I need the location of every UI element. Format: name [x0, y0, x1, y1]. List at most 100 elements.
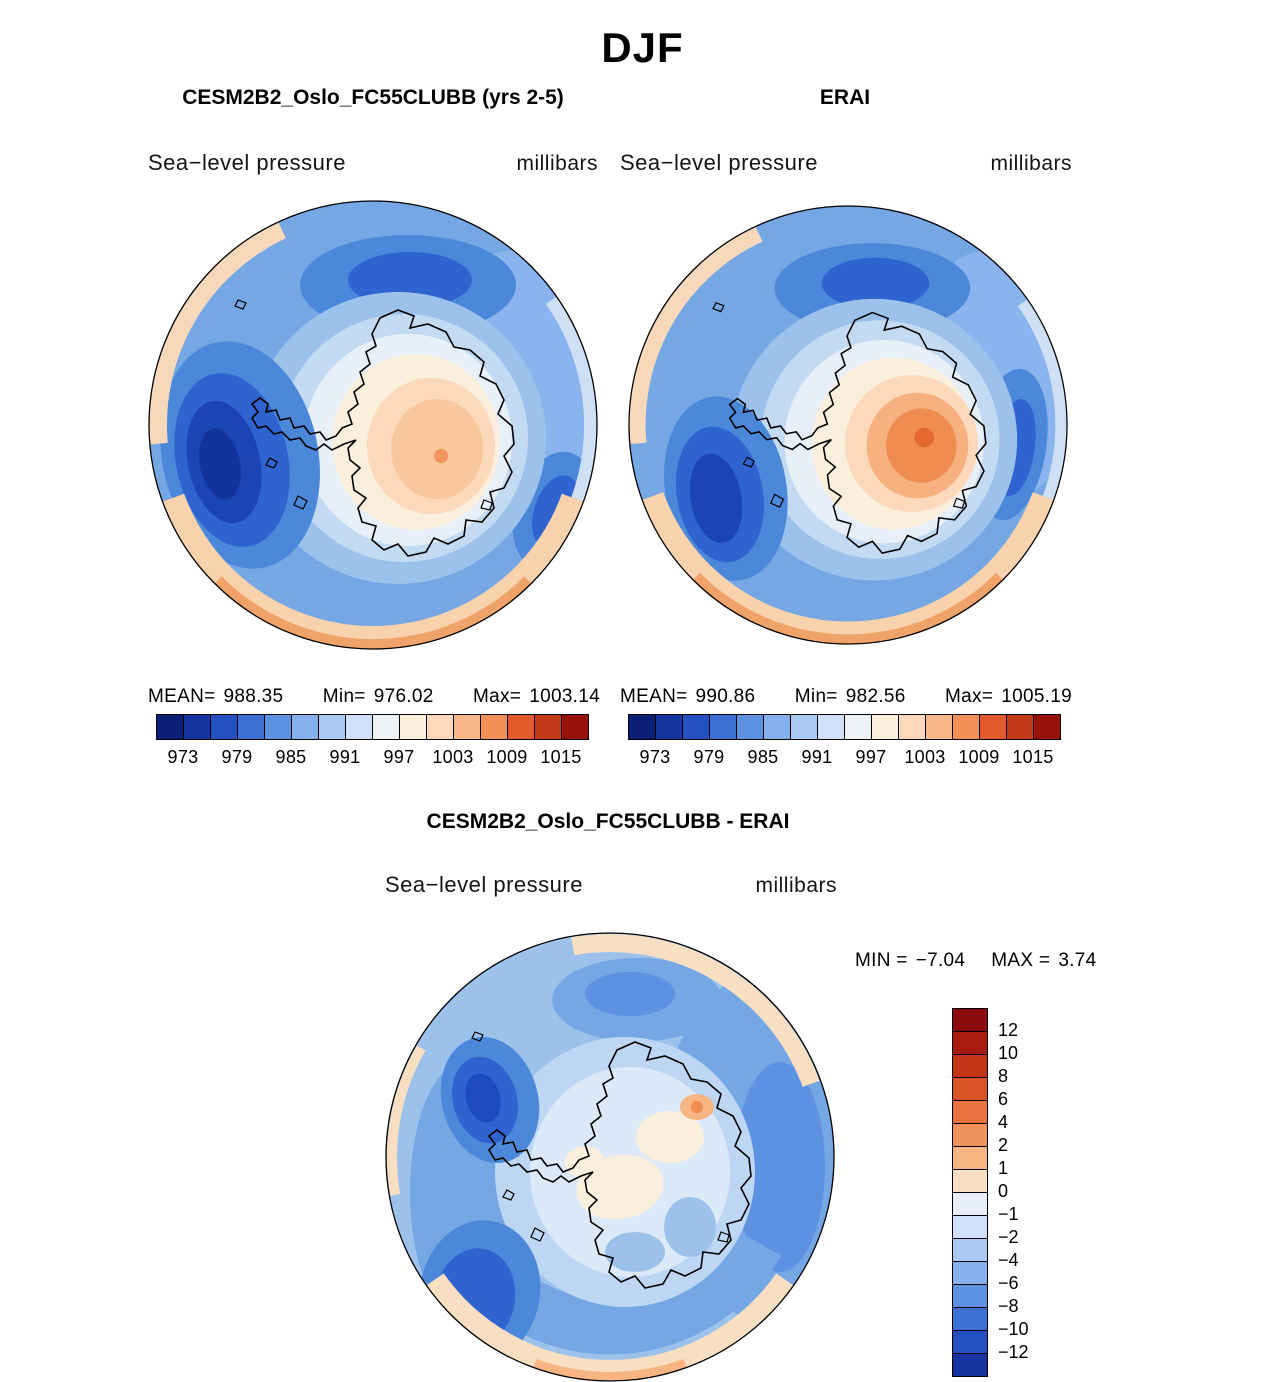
colorbar-tick-label: 0 — [998, 1181, 1009, 1201]
colorbar-tick-label: −12 — [998, 1342, 1029, 1362]
colorbar-segment — [953, 1009, 987, 1032]
colorbar-segment — [319, 715, 346, 739]
colorbar-segment — [629, 715, 656, 739]
colorbar-segment — [1034, 715, 1060, 739]
colorbar-segment — [899, 715, 926, 739]
colorbar-segment — [845, 715, 872, 739]
field-row-obs: Sea−level pressure millibars — [620, 150, 1072, 176]
stat-label: MEAN= — [148, 686, 216, 707]
colorbar-segment — [508, 715, 535, 739]
colorbar-tick-label: 2 — [998, 1135, 1009, 1155]
stats-obs: MEAN= 990.86 Min= 982.56 Max= 1005.19 — [620, 686, 1072, 708]
colorbar-tick-label: 985 — [275, 747, 307, 767]
stats-diff: MIN = −7.04 MAX = 3.74 — [855, 950, 1123, 972]
colorbar-segment — [400, 715, 427, 739]
stat-label: Max= — [473, 686, 522, 707]
units-label: millibars — [755, 874, 837, 897]
colorbar-segment — [953, 1124, 987, 1147]
colorbar-tick-label: 6 — [998, 1089, 1009, 1109]
colorbar-segment — [346, 715, 373, 739]
colorbar-segment — [238, 715, 265, 739]
map-diff — [385, 932, 835, 1382]
pressure-field-obs — [628, 205, 1068, 645]
season-title: DJF — [601, 24, 684, 71]
colorbar-segment — [980, 715, 1007, 739]
colorbar-tick-label: 997 — [855, 747, 887, 767]
colorbar-segment — [953, 1331, 987, 1354]
panel-title-obs: ERAI — [819, 86, 871, 109]
colorbar-tick-label: 1003 — [432, 747, 474, 767]
colorbar-tick-label: 1015 — [540, 747, 582, 767]
colorbar-segment — [953, 1170, 987, 1193]
field-label: Sea−level pressure — [620, 150, 818, 175]
colorbar-segment — [211, 715, 238, 739]
stats-model: MEAN= 988.35 Min= 976.02 Max= 1003.14 — [148, 686, 600, 708]
stat-value: −7.04 — [915, 950, 966, 971]
stat-min: Min= 982.56 — [795, 686, 906, 708]
stat-mean: MEAN= 990.86 — [620, 686, 755, 708]
colorbar-tick-label: −4 — [998, 1250, 1019, 1270]
stat-label: MEAN= — [620, 686, 688, 707]
pressure-field-model — [149, 201, 597, 649]
colorbar-tick-label: −10 — [998, 1319, 1029, 1339]
colorbar-segment — [953, 1032, 987, 1055]
colorbar-ticks-model: 973 979 985 991 997 1003 1009 1015 — [156, 747, 588, 768]
colorbar-segment — [791, 715, 818, 739]
colorbar-segment — [737, 715, 764, 739]
colorbar-obs — [628, 714, 1061, 740]
stat-min: MIN = −7.04 — [855, 950, 965, 972]
colorbar-segment — [292, 715, 319, 739]
colorbar-segment — [764, 715, 791, 739]
stat-label: Min= — [322, 686, 366, 707]
colorbar-tick-label: −2 — [998, 1227, 1019, 1247]
colorbar-tick-label: 12 — [998, 1020, 1019, 1040]
stat-value: 976.02 — [373, 686, 434, 707]
field-label: Sea−level pressure — [385, 872, 583, 897]
colorbar-segment — [683, 715, 710, 739]
colorbar-segment — [926, 715, 953, 739]
stat-value: 1005.19 — [1001, 686, 1072, 707]
colorbar-tick-label: 979 — [693, 747, 725, 767]
map-model — [148, 200, 598, 650]
stat-value: 990.86 — [695, 686, 756, 707]
colorbar-segment — [656, 715, 683, 739]
colorbar-segment — [953, 1147, 987, 1170]
stat-value: 988.35 — [223, 686, 284, 707]
map-obs — [628, 205, 1068, 645]
units-label: millibars — [990, 152, 1072, 175]
panel-title-model: CESM2B2_Oslo_FC55CLUBB (yrs 2-5) — [182, 86, 564, 109]
colorbar-segment — [265, 715, 292, 739]
colorbar-segment — [562, 715, 588, 739]
colorbar-tick-label: 10 — [998, 1043, 1019, 1063]
colorbar-tick-label: 1009 — [958, 747, 1000, 767]
colorbar-tick-label: 991 — [801, 747, 833, 767]
field-row-diff: Sea−level pressure millibars — [385, 872, 837, 898]
units-label: millibars — [516, 152, 598, 175]
colorbar-segment — [953, 1308, 987, 1331]
colorbar-segment — [953, 1078, 987, 1101]
colorbar-model — [156, 714, 589, 740]
colorbar-tick-label: 1015 — [1012, 747, 1054, 767]
colorbar-segment — [953, 1193, 987, 1216]
stat-value: 1003.14 — [529, 686, 600, 707]
colorbar-segment — [953, 1285, 987, 1308]
colorbar-tick-label: 979 — [221, 747, 253, 767]
colorbar-tick-label: 4 — [998, 1112, 1009, 1132]
colorbar-segment — [373, 715, 400, 739]
stat-max: Max= 1005.19 — [945, 686, 1072, 708]
pressure-field-diff — [386, 933, 834, 1381]
colorbar-segment — [953, 1216, 987, 1239]
colorbar-tick-label: −8 — [998, 1296, 1019, 1316]
colorbar-tick-label: 985 — [747, 747, 779, 767]
colorbar-segment — [953, 1239, 987, 1262]
colorbar-tick-label: 1003 — [904, 747, 946, 767]
colorbar-tick-label: 8 — [998, 1066, 1009, 1086]
stat-value: 982.56 — [845, 686, 906, 707]
map-boundary-circle — [385, 932, 835, 1382]
stat-min: Min= 976.02 — [323, 686, 434, 708]
colorbar-segment — [872, 715, 899, 739]
stat-max: Max= 1003.14 — [473, 686, 600, 708]
panel-title-diff: CESM2B2_Oslo_FC55CLUBB - ERAI — [426, 810, 790, 833]
colorbar-segment — [427, 715, 454, 739]
